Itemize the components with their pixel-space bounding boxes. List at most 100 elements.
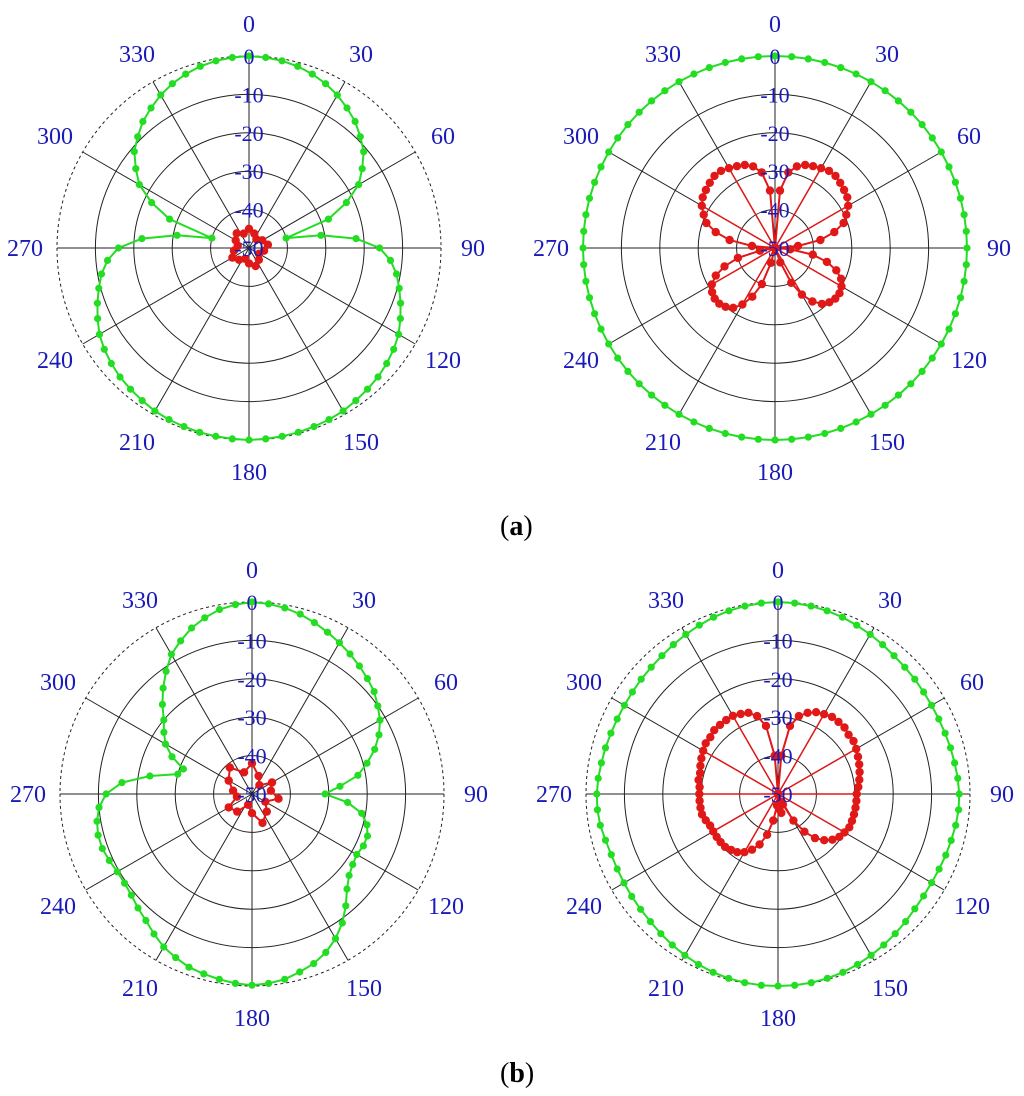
data-point-red <box>757 279 767 289</box>
data-point-green <box>159 684 167 692</box>
series-spoke-red <box>701 205 776 249</box>
angle-tick-label: 30 <box>349 42 373 68</box>
data-point-red <box>694 775 703 785</box>
data-point-green <box>386 256 395 264</box>
data-point-red <box>696 803 705 812</box>
data-point-red <box>775 186 785 195</box>
data-point-green <box>920 688 928 696</box>
data-point-green <box>681 951 689 959</box>
data-point-green <box>160 943 168 951</box>
data-point-green <box>262 435 270 443</box>
data-point-green <box>853 621 861 629</box>
data-point-green <box>721 429 729 438</box>
data-point-red <box>840 723 849 732</box>
data-point-red <box>769 816 778 825</box>
data-point-green <box>343 104 351 112</box>
data-point-green <box>614 134 622 142</box>
data-point-green <box>116 373 124 381</box>
data-point-red <box>225 763 234 772</box>
data-point-green <box>395 330 403 338</box>
data-point-red <box>701 185 711 195</box>
data-point-green <box>395 284 403 292</box>
data-point-green <box>333 91 341 99</box>
data-point-red <box>705 178 714 187</box>
data-point-green <box>282 234 290 242</box>
series-spoke-red <box>712 793 779 833</box>
data-point-green <box>228 435 236 443</box>
data-point-green <box>646 918 655 926</box>
data-point-green <box>791 599 799 607</box>
data-point-green <box>94 831 102 839</box>
data-point-red <box>732 162 742 171</box>
data-point-red <box>772 801 782 810</box>
data-point-green <box>928 701 936 709</box>
data-point-green <box>127 891 135 899</box>
data-point-green <box>148 199 156 207</box>
data-point-red <box>724 164 734 173</box>
data-point-green <box>946 744 955 752</box>
radial-tick-label: -20 <box>237 667 266 692</box>
radial-tick-label: -40 <box>763 744 792 769</box>
data-point-red <box>740 160 749 170</box>
data-point-red <box>787 278 796 287</box>
angle-tick-label: 120 <box>951 348 987 374</box>
angle-tick-label: 180 <box>757 460 793 486</box>
data-point-green <box>774 982 782 990</box>
angle-tick-label: 180 <box>234 1006 270 1032</box>
data-point-green <box>838 613 847 621</box>
data-point-green <box>147 104 155 112</box>
radial-tick-label: -30 <box>234 159 263 184</box>
series-spoke-red <box>774 247 803 295</box>
data-point-red <box>776 258 785 267</box>
data-point-red <box>247 809 257 818</box>
data-point-red <box>827 712 837 722</box>
data-point-green <box>788 53 796 61</box>
data-point-green <box>172 954 180 962</box>
data-point-red <box>852 744 861 754</box>
angle-tick-label: 240 <box>563 348 599 374</box>
data-point-green <box>397 299 405 307</box>
data-point-red <box>839 218 848 228</box>
data-point-green <box>308 70 316 78</box>
data-point-green <box>331 935 340 943</box>
data-point-red <box>766 258 776 267</box>
angle-tick-label: 30 <box>878 588 902 614</box>
data-point-green <box>852 70 860 78</box>
angle-tick-label: 0 <box>769 12 781 38</box>
data-point-green <box>95 803 103 812</box>
data-point-red <box>831 171 840 181</box>
data-point-red <box>820 836 829 845</box>
data-point-green <box>371 745 379 753</box>
data-point-red <box>711 271 720 280</box>
panel-label-a: (a) <box>500 511 533 542</box>
data-point-green <box>102 790 110 798</box>
data-point-red <box>232 229 241 238</box>
series-spoke-red <box>774 167 822 249</box>
angle-tick-label: 60 <box>434 670 458 696</box>
data-point-red <box>755 246 765 255</box>
radial-tick-label: -50 <box>760 236 789 261</box>
data-point-red <box>834 717 843 727</box>
data-point-red <box>855 760 864 769</box>
data-point-red <box>697 754 706 763</box>
data-point-green <box>628 892 636 901</box>
data-point-green <box>901 663 909 671</box>
data-point-red <box>789 816 798 825</box>
data-point-red <box>710 294 719 303</box>
angle-tick-label: 60 <box>960 670 984 696</box>
data-point-green <box>278 57 286 65</box>
data-point-red <box>744 708 753 717</box>
data-point-red <box>707 280 716 289</box>
data-point-green <box>162 667 170 675</box>
data-point-green <box>135 181 143 189</box>
data-point-green <box>867 78 875 86</box>
data-point-green <box>166 215 174 223</box>
data-point-green <box>894 391 903 399</box>
data-point-green <box>245 436 253 444</box>
angle-tick-label: 0 <box>243 12 255 38</box>
data-point-green <box>960 211 968 219</box>
series-spoke-red <box>702 750 779 795</box>
data-point-green <box>231 979 239 988</box>
data-point-red <box>247 759 257 768</box>
data-point-green <box>837 424 845 432</box>
